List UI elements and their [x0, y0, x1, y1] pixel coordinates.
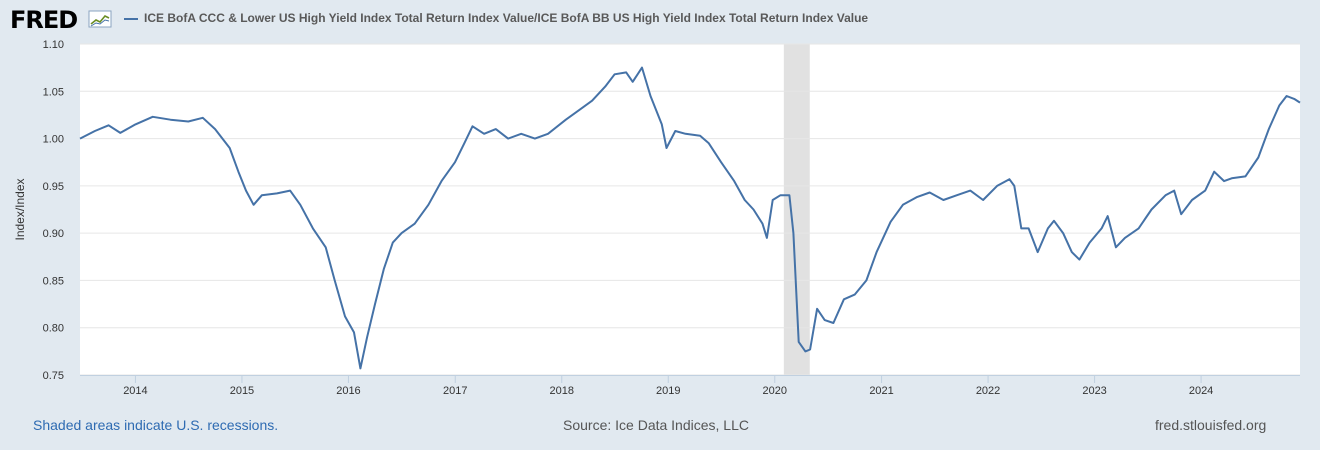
y-tick-label: 1.05: [43, 86, 64, 98]
line-chart-icon: [88, 10, 112, 28]
y-tick-label: 0.95: [43, 181, 64, 193]
x-tick-label: 2016: [336, 385, 360, 397]
x-tick-label: 2014: [123, 385, 147, 397]
y-tick-label: 0.90: [43, 228, 64, 240]
recession-band: [783, 44, 810, 375]
x-tick-label: 2015: [230, 385, 254, 397]
x-tick-label: 2020: [763, 385, 787, 397]
recession-shading: [783, 44, 810, 375]
source-note: Source: Ice Data Indices, LLC: [563, 417, 749, 433]
y-tick-label: 0.75: [43, 370, 64, 382]
fred-logo[interactable]: FRED: [10, 6, 120, 34]
y-tick-label: 0.85: [43, 275, 64, 287]
plot-area: [80, 44, 1300, 375]
x-axis-ticks: 2014 2015 2016 2017 2018 2019 2020 2021 2022 2023…: [80, 375, 1300, 397]
x-tick-label: 2024: [1189, 385, 1213, 397]
chart-header: FRED ICE BofA CCC & Lower US High Yield …: [0, 0, 1320, 40]
x-tick-label: 2021: [869, 385, 893, 397]
x-tick-label: 2022: [976, 385, 1000, 397]
y-tick-label: 1.10: [43, 39, 64, 51]
x-tick-label: 2019: [656, 385, 680, 397]
site-credit[interactable]: fred.stlouisfed.org: [1155, 417, 1267, 433]
y-tick-label: 1.00: [43, 134, 64, 146]
series-layer: [79, 66, 1301, 370]
chart: 0.750.800.850.900.951.001.051.10 2014 201…: [13, 39, 1301, 397]
legend-series-label: ICE BofA CCC & Lower US High Yield Index…: [144, 11, 869, 25]
y-axis-ticks: 0.75 0.80 0.85 0.90 0.95 1.00 1.05 1.10: [43, 39, 64, 382]
series-line: [79, 66, 1301, 370]
recession-note[interactable]: Shaded areas indicate U.S. recessions.: [33, 417, 279, 433]
y-axis-title: Index/Index: [13, 178, 27, 240]
x-tick-label: 2017: [443, 385, 467, 397]
x-tick-label: 2018: [550, 385, 574, 397]
fred-logo-text: FRED: [10, 6, 78, 34]
y-tick-label: 0.80: [43, 323, 64, 335]
legend-swatch: [124, 18, 138, 20]
x-tick-label: 2023: [1082, 385, 1106, 397]
